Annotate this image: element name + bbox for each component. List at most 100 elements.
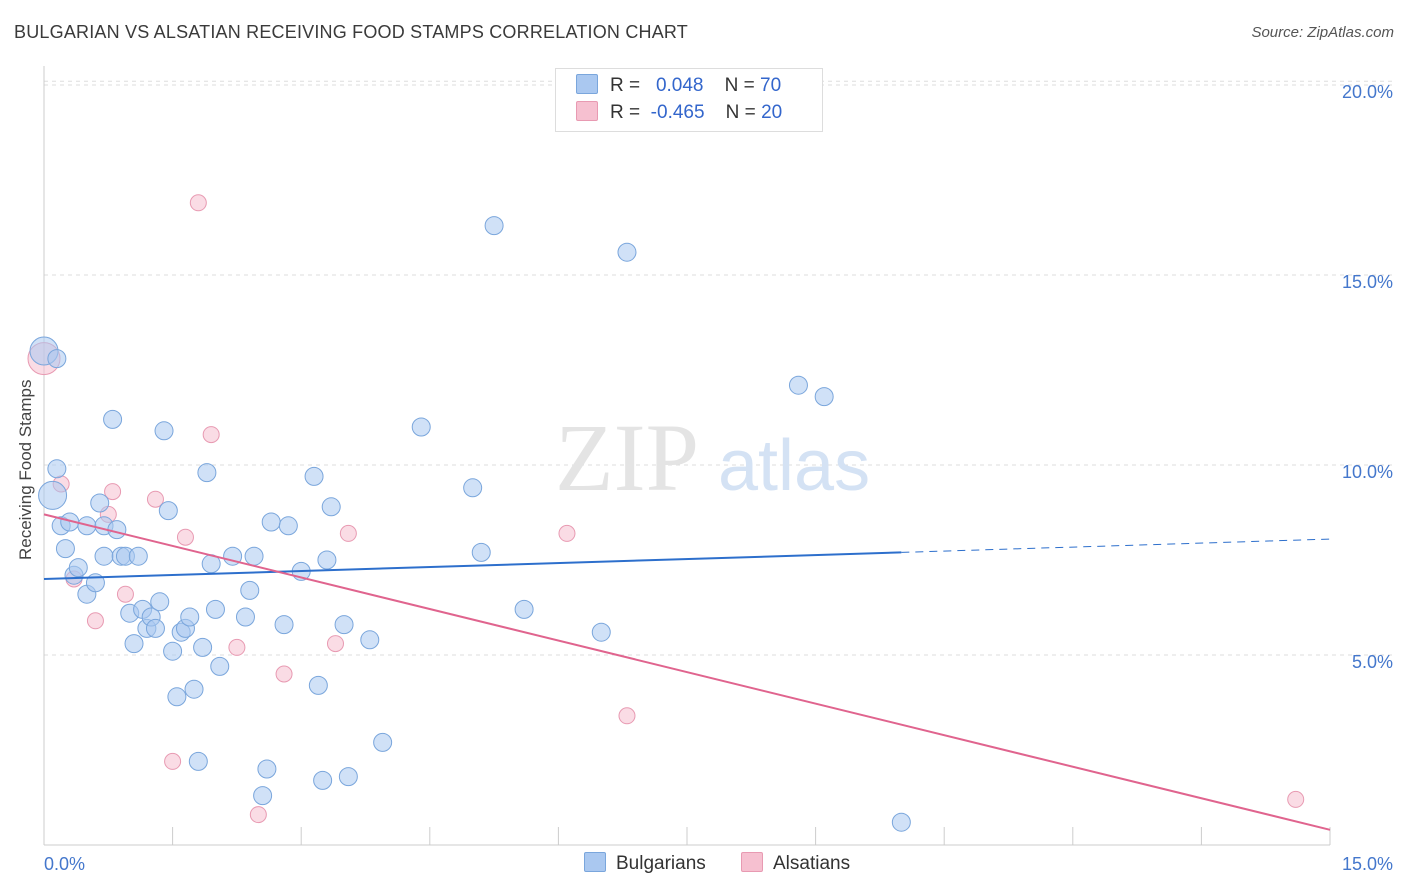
- y-tick-label: 20.0%: [1342, 82, 1393, 102]
- bulgarians-point: [167, 687, 187, 707]
- legend-r-value: 0.048: [655, 75, 704, 96]
- bulgarians-point: [210, 656, 230, 676]
- alsatians-swatch: [576, 101, 598, 121]
- bulgarians-point: [158, 501, 178, 521]
- alsatians-point: [326, 635, 344, 653]
- bulgarians-point: [188, 751, 208, 771]
- bottom-legend-bulgarians: Bulgarians: [584, 852, 706, 875]
- alsatians-point: [228, 638, 246, 656]
- bulgarians-point: [38, 480, 68, 510]
- bulgarians-point: [47, 459, 67, 479]
- bulgarians-point: [617, 242, 637, 262]
- bulgarians-point: [68, 558, 88, 578]
- alsatians-point: [164, 752, 182, 770]
- watermark-atlas: atlas: [718, 426, 870, 506]
- correlation-legend: R = 0.048 N = 70 R = -0.465 N = 20: [555, 68, 823, 132]
- bulgarians-point: [197, 463, 217, 483]
- alsatians-point: [249, 806, 267, 824]
- bulgarians-point: [253, 786, 273, 806]
- bulgarians-point: [244, 546, 264, 566]
- bulgarians-point: [55, 539, 75, 559]
- legend-row-alsatians: R = -0.465 N = 20: [576, 101, 782, 127]
- alsatians-point: [116, 585, 134, 603]
- bulgarians-point: [373, 732, 393, 752]
- y-tick-label: 10.0%: [1342, 462, 1393, 482]
- bulgarians-point: [184, 679, 204, 699]
- bulgarians-point: [94, 546, 114, 566]
- bulgarians-point: [205, 599, 225, 619]
- bulgarians-point: [47, 349, 67, 369]
- bulgarians-point: [180, 607, 200, 627]
- bulgarians-trend-line: [43, 551, 902, 580]
- bulgarians-point: [313, 770, 333, 790]
- bulgarians-point: [463, 478, 483, 498]
- bulgarians-point: [411, 417, 431, 437]
- bulgarians-point: [278, 516, 298, 536]
- bulgarians-point: [274, 615, 294, 635]
- watermark-zip: ZIP: [555, 404, 699, 511]
- bottom-legend-alsatians: Alsatians: [741, 852, 850, 875]
- bulgarians-point: [484, 216, 504, 236]
- bulgarians-point: [240, 580, 260, 600]
- bulgarians-point: [591, 622, 611, 642]
- trend-lines: [43, 513, 1331, 831]
- alsatians-point: [275, 665, 293, 683]
- bulgarians-point: [193, 637, 213, 657]
- y-tick-label: 15.0%: [1342, 272, 1393, 292]
- bulgarians-trend-extension: [901, 538, 1331, 553]
- legend-n-label: N =: [724, 75, 755, 96]
- bulgarians-point: [223, 546, 243, 566]
- alsatians-point: [86, 612, 104, 630]
- alsatians-point: [146, 490, 164, 508]
- bulgarians-point: [471, 542, 491, 562]
- alsatians-swatch: [741, 852, 763, 872]
- axes: [43, 66, 1331, 846]
- source-note: Source: ZipAtlas.com: [1251, 24, 1394, 41]
- y-tick-label: 5.0%: [1352, 652, 1393, 672]
- legend-n-label: N =: [725, 102, 756, 123]
- bulgarians-point: [235, 607, 255, 627]
- bulgarians-point: [514, 599, 534, 619]
- bulgarians-point: [304, 466, 324, 486]
- chart-title: BULGARIAN VS ALSATIAN RECEIVING FOOD STA…: [14, 22, 688, 42]
- legend-r-label: R =: [610, 102, 641, 123]
- alsatians-point: [189, 194, 207, 212]
- bulgarians-point: [124, 634, 144, 654]
- alsatians-point: [558, 524, 576, 542]
- alsatians-point: [104, 483, 122, 501]
- bulgarians-point: [814, 387, 834, 407]
- bulgarians-point: [338, 767, 358, 787]
- bulgarians-point: [360, 630, 380, 650]
- bulgarians-point: [321, 497, 341, 517]
- bulgarians-swatch: [584, 852, 606, 872]
- x-tick-label: 0.0%: [44, 854, 85, 874]
- bulgarians-point: [261, 512, 281, 532]
- bulgarians-point: [90, 493, 110, 513]
- alsatians-point: [176, 528, 194, 546]
- bulgarians-point: [334, 615, 354, 635]
- grid: [44, 80, 1395, 656]
- alsatians-point: [1287, 790, 1305, 808]
- legend-r-value: -0.465: [650, 102, 705, 123]
- bulgarians-point: [145, 618, 165, 638]
- alsatians-point: [339, 524, 357, 542]
- alsatians-trend-line: [43, 513, 1331, 831]
- bulgarians-legend-label: Bulgarians: [616, 853, 706, 874]
- watermark: ZIP atlas: [555, 404, 870, 511]
- bulgarians-points: [29, 216, 911, 832]
- alsatians-legend-label: Alsatians: [773, 853, 851, 874]
- bulgarians-point: [103, 409, 123, 429]
- legend-r-label: R =: [610, 75, 641, 96]
- bulgarians-point: [317, 550, 337, 570]
- bulgarians-point: [163, 641, 183, 661]
- x-tick-label: 15.0%: [1342, 854, 1393, 874]
- alsatians-point: [202, 426, 220, 444]
- tick-labels: 5.0% 10.0% 15.0% 20.0% 0.0% 15.0%: [44, 82, 1393, 874]
- alsatians-point: [618, 707, 636, 725]
- bulgarians-point: [308, 675, 328, 695]
- bulgarians-point: [788, 375, 808, 395]
- bulgarians-swatch: [576, 74, 598, 94]
- legend-n-value: 70: [760, 75, 782, 96]
- legend-row-bulgarians: R = 0.048 N = 70: [576, 74, 781, 100]
